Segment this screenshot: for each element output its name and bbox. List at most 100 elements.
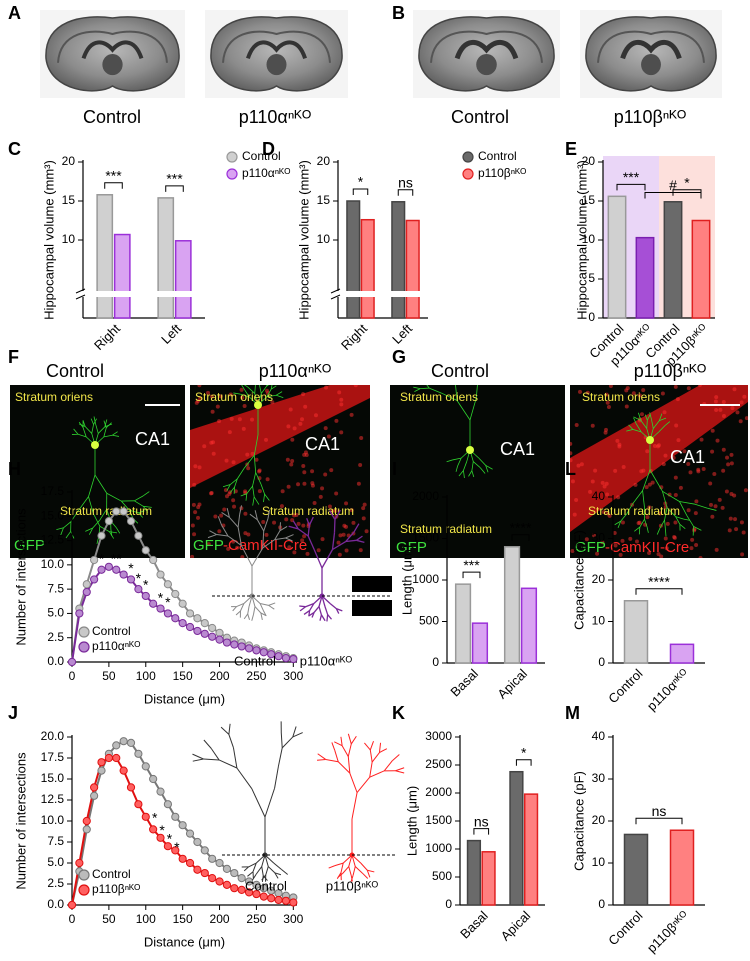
nucleus: [570, 479, 575, 484]
data-point: [67, 900, 77, 910]
nucleus: [209, 394, 214, 399]
nucleus: [732, 493, 737, 498]
image-text: Stratum oriens: [400, 390, 478, 404]
data-point: [178, 599, 187, 608]
cortex-line: [57, 30, 168, 63]
nucleus: [601, 510, 606, 515]
image-text: -CamKII-Cre: [605, 539, 689, 556]
dendrite: [639, 518, 645, 528]
dendrite: [73, 428, 79, 435]
nucleus: [639, 412, 644, 417]
nucleus: [218, 394, 223, 399]
dendrite: [307, 525, 311, 537]
dendrite: [350, 874, 353, 882]
dendrite: [626, 503, 634, 514]
data-point: [222, 880, 232, 889]
nucleus: [743, 488, 748, 493]
nucleus: [264, 437, 269, 442]
dendrite: [142, 506, 149, 513]
y-tick-label: 10: [317, 232, 331, 246]
y-tick-label: 2000: [412, 489, 439, 503]
brain-slice: [580, 10, 722, 98]
dendrite: [97, 426, 106, 434]
dendrite: [77, 433, 87, 438]
y-tick-label: 12.5: [41, 792, 65, 806]
data-point: [82, 825, 91, 834]
nucleus: [337, 552, 342, 557]
dendrite: [279, 522, 281, 531]
dendrite: [222, 484, 231, 488]
y-tick-label: 1000: [425, 841, 452, 855]
y-tick-label: 15: [62, 193, 76, 207]
data-point: [163, 609, 173, 618]
dendrite: [229, 486, 235, 493]
dendrite: [217, 516, 223, 526]
y-tick-label: 12.5: [41, 533, 65, 547]
significance-label: *: [167, 831, 173, 847]
nucleus: [320, 537, 325, 542]
x-tick-label: Apical: [494, 666, 530, 702]
nucleus: [257, 489, 262, 494]
data-point: [104, 562, 113, 571]
dendrite: [308, 610, 311, 617]
nucleus: [724, 489, 729, 494]
bar: [391, 201, 406, 319]
data-point: [208, 623, 217, 633]
y-axis-label: Hippocampal volume (mm³): [296, 160, 311, 320]
slice-shape: [585, 16, 717, 92]
data-point: [156, 833, 165, 842]
data-point: [289, 898, 298, 907]
bar: [405, 219, 420, 319]
nucleus: [310, 469, 315, 474]
data-point: [237, 642, 246, 651]
bar: [157, 197, 175, 319]
significance-bracket: [672, 189, 702, 196]
dendrite: [262, 530, 265, 548]
nucleus: [344, 524, 349, 529]
dendrite: [364, 742, 371, 751]
significance-label: ****: [510, 520, 532, 536]
nucleus: [313, 413, 318, 418]
dendrite: [120, 500, 130, 511]
dendrite: [129, 509, 139, 514]
dendrite: [351, 792, 358, 820]
y-tick-label: 7.5: [47, 581, 64, 595]
data-point: [134, 800, 143, 809]
nucleus: [316, 548, 321, 553]
nucleus: [721, 468, 726, 473]
nucleus: [621, 464, 626, 469]
nucleus: [215, 404, 220, 409]
y-axis-label: Length (μm): [404, 786, 419, 856]
x-tick-label: 300: [283, 669, 303, 683]
dendrite: [292, 726, 297, 738]
dendrite: [347, 743, 352, 757]
dendrite: [675, 516, 681, 525]
dendrite: [659, 519, 665, 529]
dendrite: [221, 512, 230, 518]
nucleus: [224, 458, 229, 463]
dendrite: [254, 510, 258, 520]
significance-bracket: [616, 183, 646, 191]
nucleus: [739, 400, 744, 405]
legend-marker: [78, 626, 90, 638]
data-point: [193, 626, 202, 636]
dendrite: [662, 490, 680, 502]
data-point: [104, 517, 113, 526]
dendrite: [226, 484, 231, 491]
dendrite: [237, 527, 242, 546]
nucleus: [333, 508, 338, 513]
data-point: [185, 609, 195, 618]
data-point: [156, 787, 165, 796]
nucleus: [324, 385, 329, 390]
dendrite: [142, 491, 150, 497]
dendrite: [77, 496, 89, 512]
dendrite: [455, 465, 459, 472]
nucleus: [604, 392, 609, 397]
bar: [346, 200, 361, 319]
nucleus: [265, 391, 270, 396]
data-point: [178, 854, 187, 863]
dendrite: [468, 470, 473, 477]
dendrite: [108, 531, 115, 539]
y-tick-label: 2500: [425, 757, 452, 771]
significance-label: ns: [652, 803, 667, 819]
